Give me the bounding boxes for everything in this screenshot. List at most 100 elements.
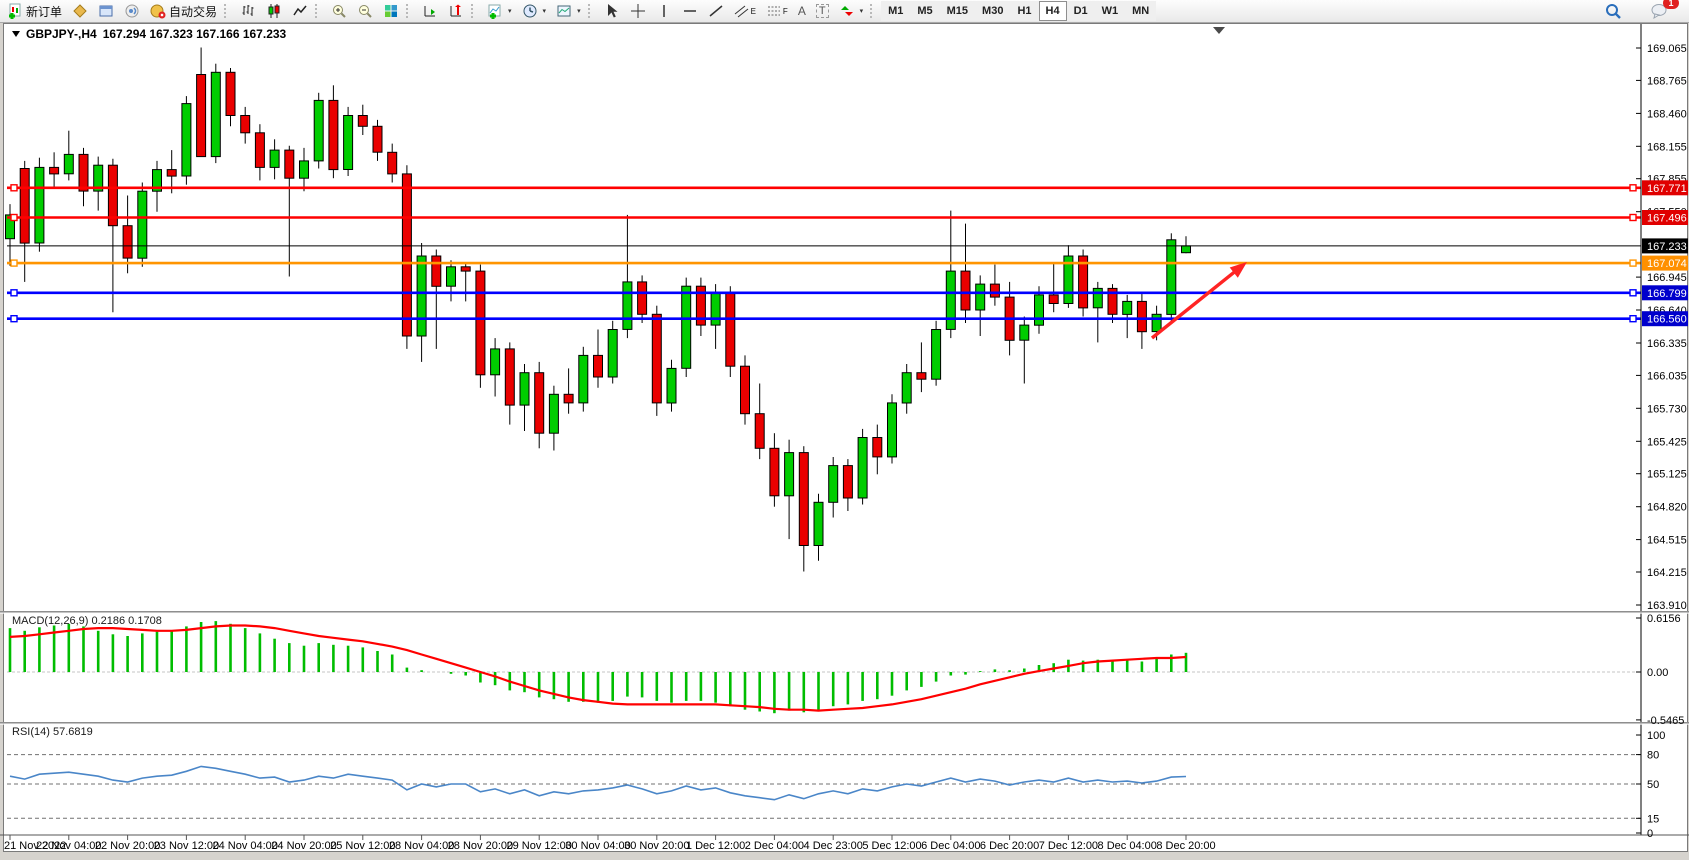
trend-arrow[interactable] [1150,262,1247,340]
svg-text:24 Nov 20:00: 24 Nov 20:00 [271,840,336,852]
auto-trading-label: 自动交易 [169,4,218,19]
zoom-out-button[interactable] [352,1,378,21]
symbol-dropdown-icon[interactable] [12,31,20,37]
timeframe-button-m30[interactable]: M30 [975,1,1011,21]
chart-shift-button[interactable] [443,1,469,21]
timeframe-button-m15[interactable]: M15 [939,1,976,21]
macd-label: MACD(12,26,9) 0.2186 0.1708 [12,615,162,627]
timeframe-button-mn[interactable]: MN [1125,1,1157,21]
profiles-icon [99,5,113,17]
price-axis: 169.065168.765168.460168.155167.855167.5… [1636,24,1687,835]
vertical-line-tool-button[interactable] [651,1,677,21]
new-order-label: 新订单 [26,4,63,19]
text-label-tool-button[interactable]: T [811,1,834,21]
notification-badge: 1 [1663,0,1679,9]
auto-scroll-button[interactable] [417,1,443,21]
cursor-icon [607,4,618,18]
svg-text:4 Dec 23:00: 4 Dec 23:00 [804,840,863,852]
timeframe-button-h4[interactable]: H4 [1038,1,1067,21]
cursor-tool-button[interactable] [599,1,625,21]
templates-button[interactable] [551,1,586,21]
svg-text:167.233: 167.233 [1647,241,1687,253]
timeframe-button-w1[interactable]: W1 [1094,1,1126,21]
macd-signal-line [9,624,1187,712]
timeframe-button-m5[interactable]: M5 [910,1,940,21]
chart-shift-marker[interactable] [1213,27,1225,34]
pane-separators[interactable] [0,611,1689,836]
new-order-button[interactable]: 新订单 [2,1,67,21]
svg-text:166.945: 166.945 [1647,272,1687,284]
crosshair-tool-button[interactable] [625,1,651,21]
fibonacci-icon [767,6,780,16]
bar-chart-button[interactable] [235,1,261,21]
alerts-button[interactable] [119,1,145,21]
fibonacci-tool-button[interactable]: F [761,1,793,21]
timeframe-button-h1[interactable]: H1 [1010,1,1039,21]
zoom-in-icon [333,5,346,18]
toolbar-group-handle [406,4,413,18]
toolbar-group-shift [417,0,469,22]
community-button[interactable]: 1 [1645,0,1679,21]
svg-text:28 Nov 20:00: 28 Nov 20:00 [448,840,513,852]
horizontal-line-167.496[interactable] [7,213,1641,222]
new-chart-button[interactable] [67,1,93,21]
toolbar-group-indicators [482,0,586,22]
candlestick-chart-icon [268,4,280,18]
horizontal-line-tool-button[interactable] [677,1,703,21]
profiles-button[interactable] [93,1,119,21]
svg-text:22 Nov 04:00: 22 Nov 04:00 [36,840,101,852]
svg-text:163.910: 163.910 [1647,600,1687,612]
arrows-tool-button[interactable] [834,1,869,21]
svg-text:6 Dec 04:00: 6 Dec 04:00 [921,840,980,852]
svg-text:80: 80 [1647,750,1659,762]
candlestick-chart-button[interactable] [261,1,287,21]
new-chart-icon [73,4,87,18]
auto-trading-button[interactable]: 自动交易 [145,1,222,21]
periods-button[interactable] [517,1,552,21]
indicators-icon [488,4,501,19]
status-strip [0,852,1689,860]
toolbar-group-handle [315,4,322,18]
horizontal-line-167.771[interactable] [7,184,1641,192]
search-button[interactable] [1600,1,1627,21]
chart-title-ohlc: 167.294 167.323 167.166 167.233 [102,27,287,41]
svg-text:1 Dec 12:00: 1 Dec 12:00 [686,840,745,852]
indicators-button[interactable] [482,1,517,21]
chart-title: GBPJPY-,H4 167.294 167.323 167.166 167.2… [12,27,286,41]
svg-text:7 Dec 12:00: 7 Dec 12:00 [1039,840,1098,852]
horizontal-line-167.074[interactable] [7,259,1641,267]
price-tag-167.496: 167.496 [1642,210,1688,225]
toolbar-group-chart-type [235,0,313,22]
toolbar-group-zoom [326,0,404,22]
chart-window [3,23,1688,852]
tile-windows-button[interactable] [378,1,404,21]
timeframe-button-m1[interactable]: M1 [881,1,911,21]
channel-tool-button[interactable]: E [729,1,761,21]
svg-text:165.425: 165.425 [1647,436,1687,448]
horizontal-line-166.560[interactable] [7,315,1641,323]
trendline-tool-button[interactable] [703,1,729,21]
trendline-icon [709,5,723,17]
timeframe-button-d1[interactable]: D1 [1066,1,1095,21]
zoom-in-button[interactable] [326,1,352,21]
svg-text:168.765: 168.765 [1647,75,1687,87]
toolbar-group-handle [471,4,478,18]
svg-text:0.6156: 0.6156 [1647,613,1681,625]
svg-text:100: 100 [1647,730,1665,742]
toolbar: 新订单 自动交易 [0,0,1689,23]
horizontal-line-icon [683,10,696,12]
toolbar-right: 1 [1600,0,1689,21]
svg-text:167.771: 167.771 [1647,183,1687,195]
svg-text:166.035: 166.035 [1647,370,1687,382]
line-chart-button[interactable] [287,1,313,21]
horizontal-line-166.799[interactable] [7,289,1641,297]
chart-shift-icon [450,4,462,17]
text-tool-icon: A [797,4,806,18]
chart-title-symbol: GBPJPY-,H4 [26,27,97,41]
toolbar-group-standard: 新订单 自动交易 [2,0,222,22]
text-tool-button[interactable]: A [793,1,811,21]
tile-windows-icon [385,5,398,17]
svg-text:168.460: 168.460 [1647,108,1687,120]
